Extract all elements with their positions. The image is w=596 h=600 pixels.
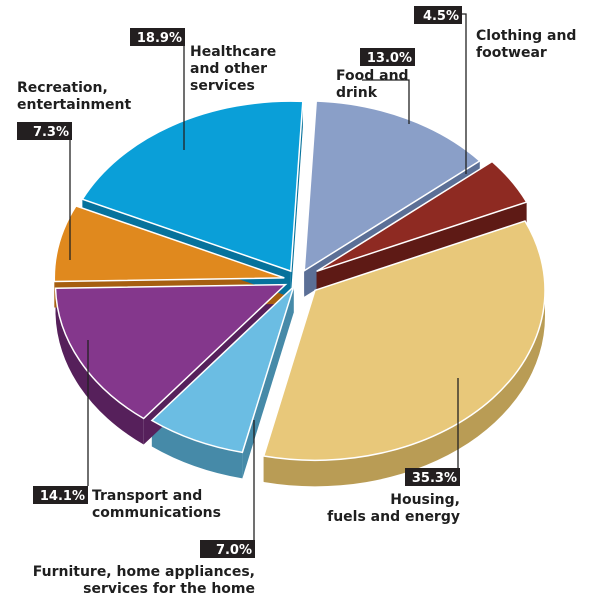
value-badge xyxy=(130,28,185,46)
slice-side xyxy=(263,290,545,487)
value-label: 4.5% xyxy=(423,9,459,24)
leader-line xyxy=(362,79,410,124)
pie-slice-3 xyxy=(262,220,546,462)
pie-slice-1 xyxy=(303,100,482,273)
value-badge xyxy=(360,48,415,66)
category-label: Recreation, entertainment xyxy=(17,80,132,113)
pie-slice-5 xyxy=(54,283,288,420)
pie-slice-7 xyxy=(81,100,304,273)
pie-slices xyxy=(53,100,546,462)
slice-side xyxy=(151,420,243,479)
value-label: 7.3% xyxy=(33,125,69,140)
pie-slice-6 xyxy=(53,205,285,283)
leader-line xyxy=(462,13,467,174)
value-badge xyxy=(33,486,88,504)
category-label: Clothing and footwear xyxy=(476,28,576,61)
leader-lines xyxy=(69,13,467,540)
category-label: Housing, fuels and energy xyxy=(327,492,460,525)
value-label: 7.0% xyxy=(216,543,252,558)
category-label: Furniture, home appliances, services for … xyxy=(33,564,255,597)
value-badge xyxy=(17,122,72,140)
value-badge xyxy=(405,468,460,486)
slice-cut-face xyxy=(242,286,294,479)
value-label: 14.1% xyxy=(40,489,85,504)
pie-slice-2 xyxy=(316,160,528,273)
category-label: Food and drink xyxy=(336,68,409,101)
pie-slice-4 xyxy=(150,284,296,454)
value-label: 13.0% xyxy=(367,51,412,66)
category-label: Transport and communications xyxy=(92,488,221,521)
value-badge xyxy=(414,6,462,24)
slice-labels: 13.0% Food and drink 4.5% Clothing and footwe… xyxy=(17,6,576,597)
value-label: 35.3% xyxy=(412,471,457,486)
value-label: 18.9% xyxy=(137,31,182,46)
slice-side xyxy=(55,288,144,445)
category-label: Healthcare and other services xyxy=(190,44,276,94)
value-badge xyxy=(200,540,255,558)
